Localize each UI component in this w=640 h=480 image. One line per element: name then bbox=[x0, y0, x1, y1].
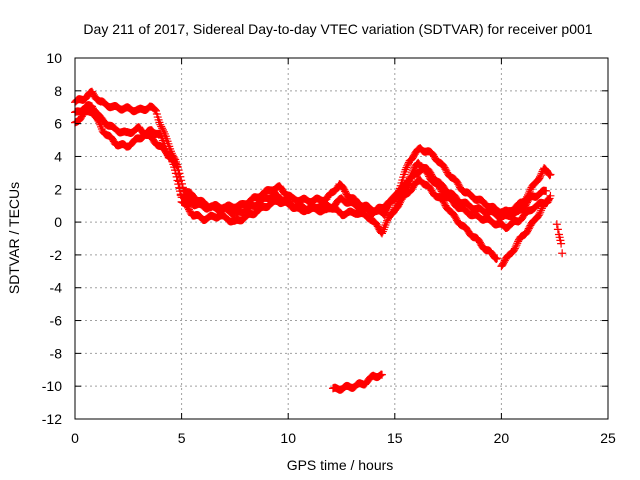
data-point bbox=[535, 209, 544, 218]
y-tick-label: 8 bbox=[54, 83, 62, 99]
data-point bbox=[537, 206, 546, 215]
data-point bbox=[493, 254, 502, 263]
data-point bbox=[510, 244, 519, 253]
data-point bbox=[542, 186, 551, 195]
axis-ticks: 0 5 10 15 20 25 -12 -10 -8 -6 -4 -2 0 2 4 6 8 10 bbox=[42, 50, 616, 446]
data-point bbox=[381, 208, 390, 217]
data-point bbox=[157, 122, 166, 131]
data-point bbox=[94, 117, 103, 126]
x-tick-label: 20 bbox=[494, 430, 510, 446]
data-point bbox=[537, 204, 546, 213]
data-point bbox=[95, 118, 104, 127]
data-point bbox=[536, 208, 545, 217]
series-track-e bbox=[497, 191, 555, 271]
x-tick-label: 10 bbox=[280, 430, 296, 446]
plot-frame bbox=[74, 57, 609, 420]
data-point bbox=[440, 163, 449, 172]
data-point bbox=[378, 229, 387, 238]
data-point bbox=[511, 242, 520, 251]
y-tick-label: 4 bbox=[54, 148, 62, 164]
series-track-g bbox=[328, 370, 387, 394]
data-point bbox=[156, 129, 165, 138]
data-point bbox=[546, 170, 555, 179]
data-point bbox=[151, 105, 160, 114]
data-point bbox=[158, 124, 167, 133]
data-point bbox=[512, 241, 521, 250]
y-tick-label: -8 bbox=[50, 345, 63, 361]
y-tick-label: 0 bbox=[54, 214, 62, 230]
data-point bbox=[174, 170, 183, 179]
data-point bbox=[543, 196, 552, 205]
data-point bbox=[173, 162, 182, 171]
data-point bbox=[378, 370, 387, 379]
x-tick-label: 5 bbox=[178, 430, 186, 446]
data-point bbox=[544, 195, 553, 204]
data-point bbox=[552, 220, 561, 229]
data-point bbox=[553, 225, 562, 234]
y-axis-title: SDTVAR / TECUs bbox=[6, 182, 22, 294]
y-tick-label: 2 bbox=[54, 181, 62, 197]
y-tick-label: -10 bbox=[42, 378, 62, 394]
series-track-d bbox=[390, 176, 502, 263]
y-tick-label: -12 bbox=[42, 411, 62, 427]
data-point bbox=[402, 163, 411, 172]
data-point bbox=[558, 249, 567, 258]
data-point bbox=[382, 218, 391, 227]
data-point bbox=[546, 191, 555, 200]
data-point bbox=[513, 239, 522, 248]
data-point bbox=[536, 171, 545, 180]
data-point bbox=[545, 171, 554, 180]
data-point bbox=[175, 177, 184, 186]
series-track-f bbox=[552, 220, 567, 258]
data-point bbox=[403, 161, 412, 170]
data-point bbox=[383, 216, 392, 225]
x-tick-label: 15 bbox=[387, 430, 403, 446]
x-tick-label: 0 bbox=[71, 430, 79, 446]
data-point bbox=[534, 211, 543, 220]
data-point bbox=[156, 120, 165, 129]
data-point bbox=[525, 187, 534, 196]
x-axis-title: GPS time / hours bbox=[287, 457, 394, 473]
data-point bbox=[175, 184, 184, 193]
data-point bbox=[401, 165, 410, 174]
data-point bbox=[395, 200, 404, 209]
chart-title: Day 211 of 2017, Sidereal Day-to-day VTE… bbox=[83, 21, 592, 37]
data-points bbox=[71, 87, 567, 394]
data-point bbox=[441, 165, 450, 174]
y-tick-label: 6 bbox=[54, 116, 62, 132]
data-point bbox=[172, 160, 181, 169]
y-tick-label: 10 bbox=[46, 50, 62, 66]
data-point bbox=[492, 254, 501, 263]
data-point bbox=[173, 176, 182, 185]
data-point bbox=[439, 198, 448, 207]
data-point bbox=[536, 172, 545, 181]
y-tick-label: -6 bbox=[50, 313, 63, 329]
data-point bbox=[395, 198, 404, 207]
y-tick-label: -4 bbox=[50, 280, 63, 296]
data-point bbox=[556, 236, 565, 245]
series-track-b bbox=[71, 101, 551, 221]
data-point bbox=[557, 239, 566, 248]
y-tick-label: -2 bbox=[50, 247, 63, 263]
x-tick-label: 25 bbox=[600, 430, 616, 446]
data-point bbox=[176, 191, 185, 200]
